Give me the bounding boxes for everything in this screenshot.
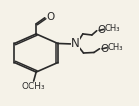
Text: N: N	[71, 38, 80, 50]
Text: CH₃: CH₃	[104, 24, 120, 33]
Text: CH₃: CH₃	[107, 43, 123, 52]
Text: O: O	[46, 12, 55, 22]
Text: OCH₃: OCH₃	[21, 82, 45, 91]
Text: O: O	[98, 25, 106, 35]
Text: O: O	[101, 44, 109, 54]
